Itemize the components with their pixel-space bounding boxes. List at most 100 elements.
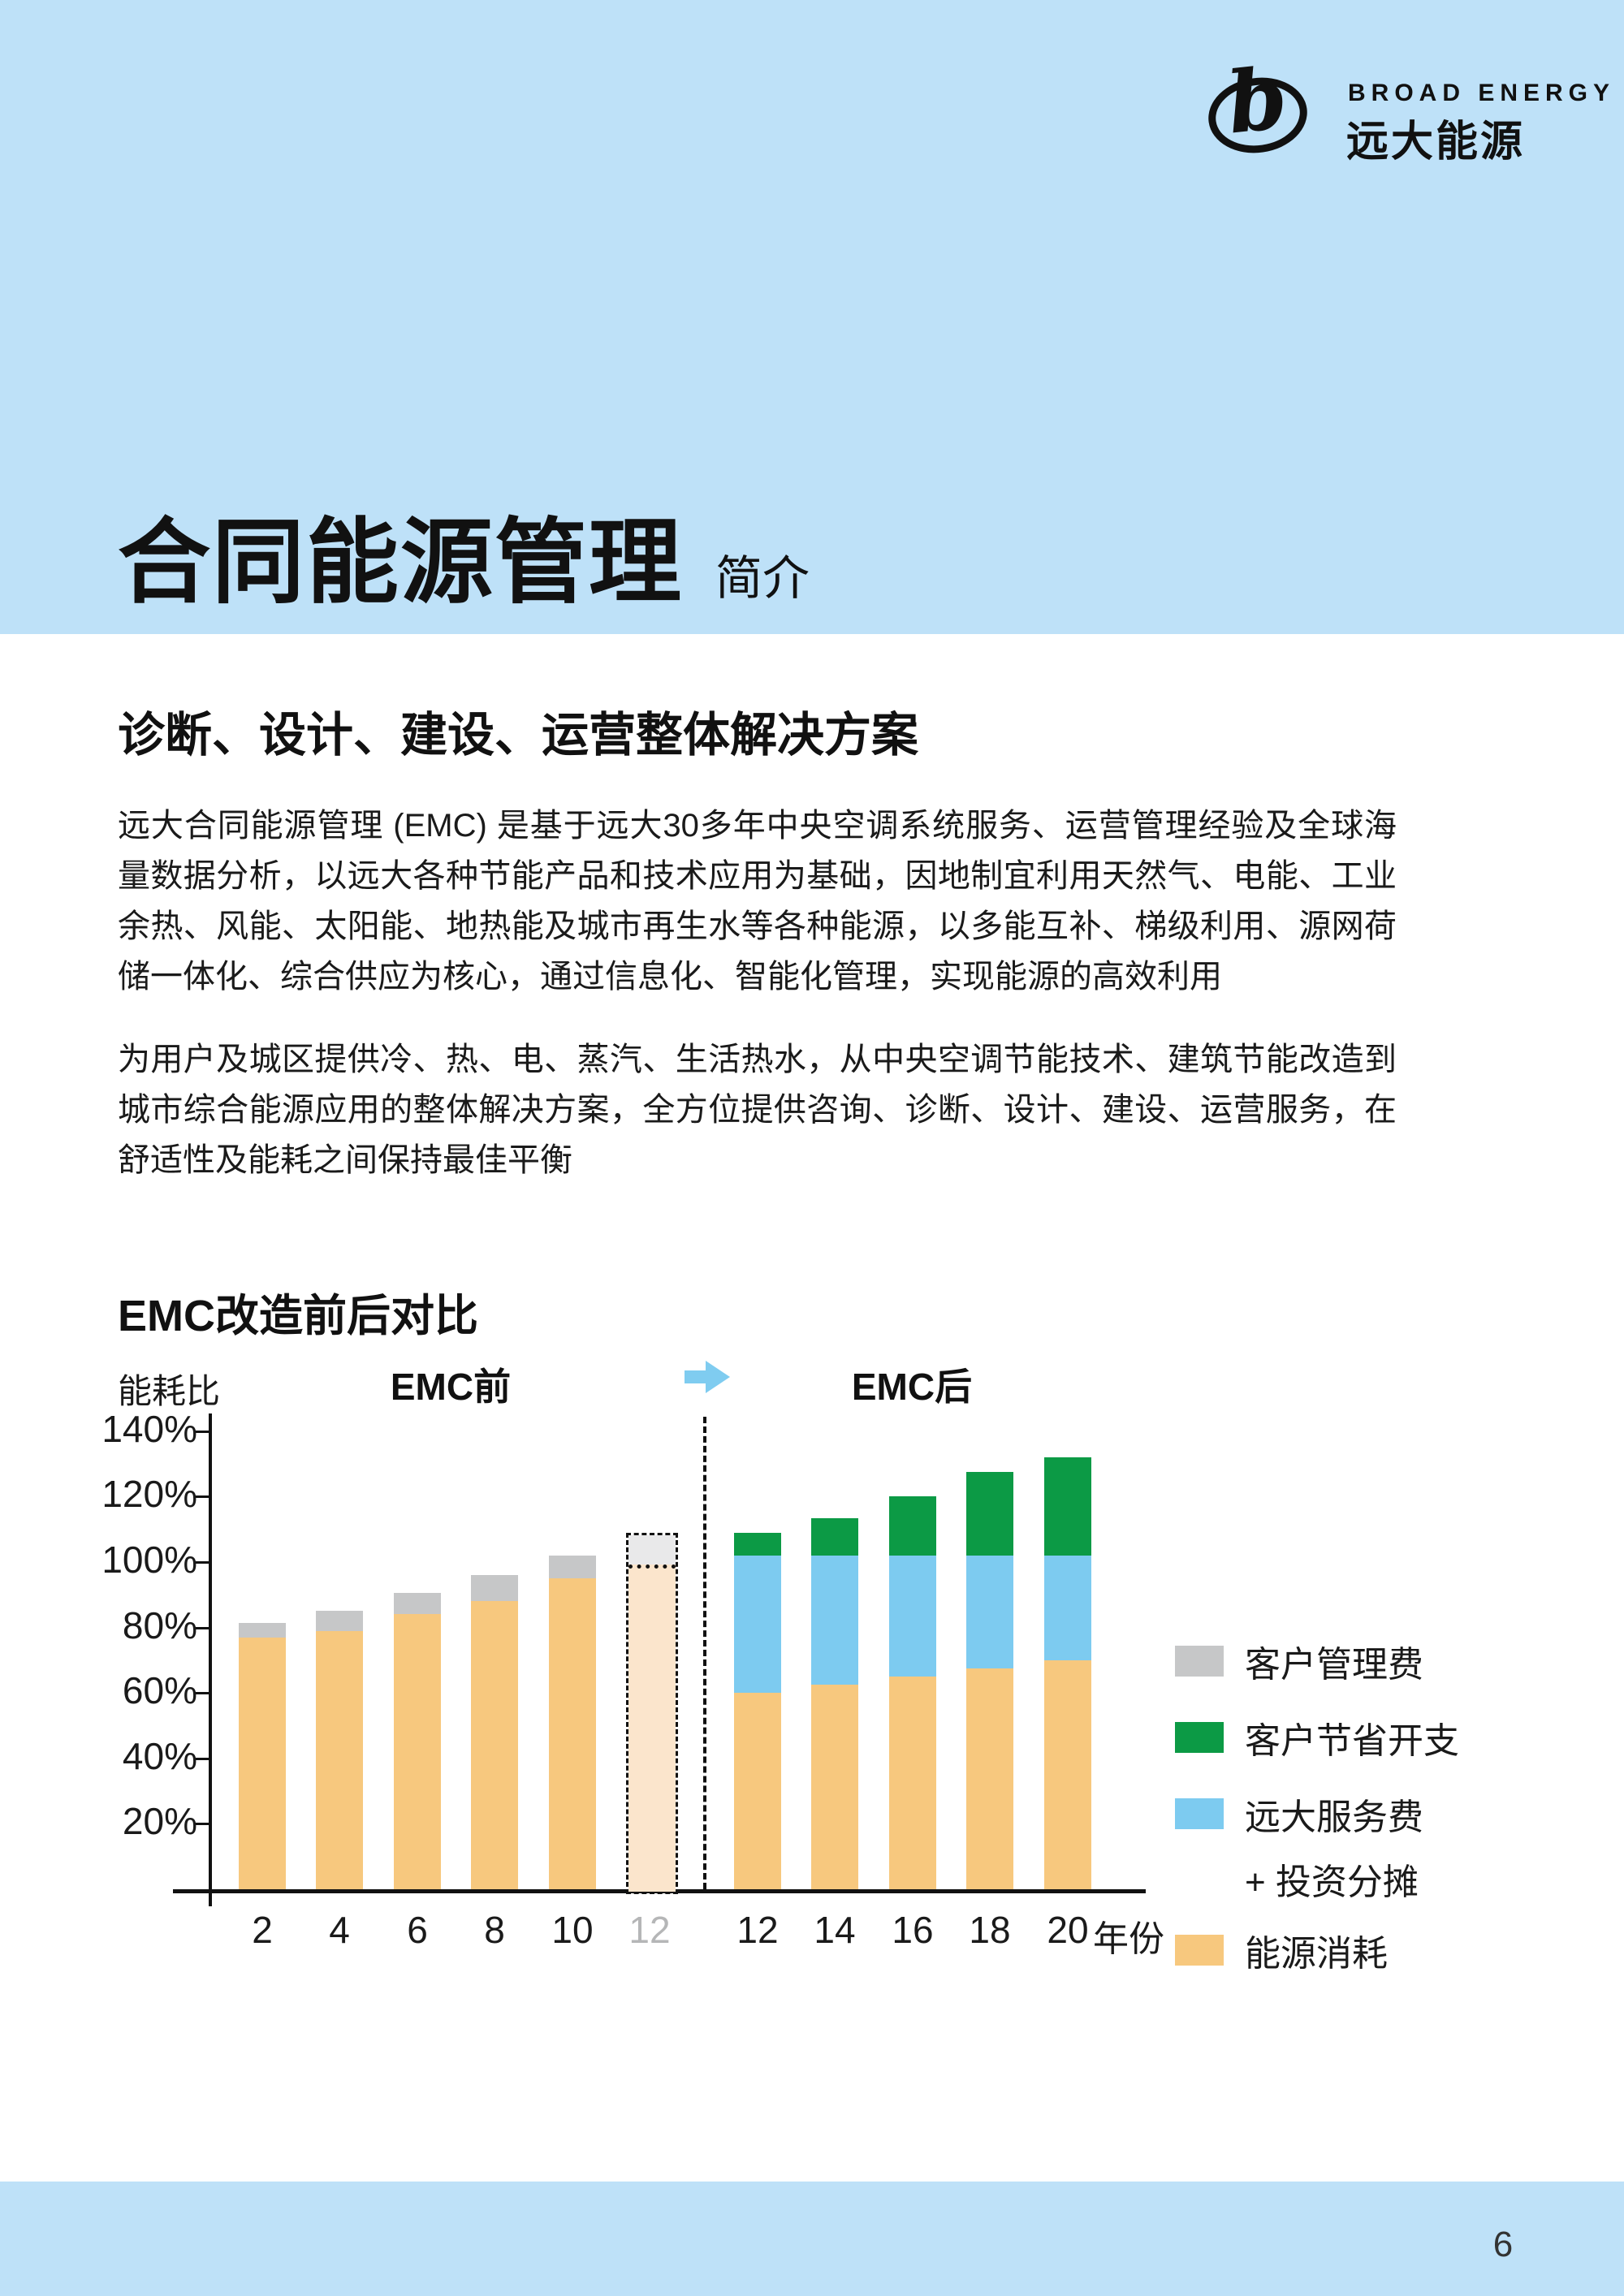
legend-swatch-energy [1175, 1935, 1224, 1966]
bar-segment-savings [734, 1532, 781, 1556]
x-axis-tick-label: 2 [252, 1909, 273, 1951]
x-axis-tick-label: 6 [407, 1909, 428, 1951]
bar-segment-mgmt [394, 1593, 441, 1615]
bar-EMC前-4 [316, 1611, 363, 1889]
x-axis-name: 年份 [1093, 1919, 1164, 1959]
legend-label: 能源消耗 [1245, 1934, 1388, 1974]
arrow-head [706, 1361, 730, 1393]
bar-segment-service [811, 1555, 858, 1685]
bar-segment-savings [811, 1517, 858, 1556]
bar-segment-energy [549, 1578, 596, 1889]
header-band [0, 0, 1624, 634]
bar-EMC后-18 [966, 1472, 1013, 1889]
x-axis-tick-label: 12 [628, 1909, 671, 1951]
legend-label: 客户节省开支 [1245, 1721, 1459, 1761]
legend-item-mgmt: 客户管理费 [1175, 1635, 1459, 1687]
bar-segment-energy [316, 1630, 363, 1889]
bar-EMC前-12 [626, 1532, 678, 1894]
y-axis-name: 能耗比 [118, 1372, 221, 1410]
legend-label: + 投资分摊 [1245, 1862, 1419, 1902]
legend-item-service-line2: + 投资分摊 [1245, 1853, 1459, 1905]
bar-segment-service [1044, 1555, 1091, 1660]
x-axis-tick-label: 14 [814, 1909, 856, 1951]
y-axis-tick-label: 120% [102, 1473, 197, 1516]
bar-segment-service [966, 1555, 1013, 1668]
legend-item-energy: 能源消耗 [1175, 1924, 1459, 1976]
paragraph-2: 为用户及城区提供冷、热、电、蒸汽、生活热水，从中央空调节能技术、建筑节能改造到城… [118, 1042, 1397, 1178]
brand-name-en: BROAD ENERGY [1348, 80, 1616, 106]
bar-segment-energy [239, 1637, 286, 1889]
bar-segment-mgmt [549, 1555, 596, 1579]
y-axis-tick [196, 1757, 209, 1760]
brand-name-cn: 远大能源 [1346, 119, 1526, 166]
x-axis-tick-label: 20 [1047, 1909, 1089, 1951]
y-axis-tick [196, 1626, 209, 1629]
bar-segment-energy [889, 1677, 936, 1889]
x-axis-tick-label: 18 [969, 1909, 1011, 1951]
arrow-tail [685, 1370, 707, 1383]
bar-segment-energy [734, 1693, 781, 1889]
bar-segment-energy [811, 1685, 858, 1889]
bar-EMC前-6 [394, 1593, 441, 1889]
legend-label: 客户管理费 [1245, 1645, 1423, 1685]
bar-segment-energy [966, 1668, 1013, 1889]
x-axis-tick-label: 16 [892, 1909, 934, 1951]
y-axis-tick-label: 20% [122, 1800, 197, 1843]
bar-EMC后-20 [1044, 1457, 1091, 1889]
legend-swatch-mgmt [1175, 1646, 1224, 1677]
bar-EMC后-14 [811, 1517, 858, 1889]
y-axis-tick-label: 100% [102, 1539, 197, 1581]
section-heading: 诊断、设计、建设、运营整体解决方案 [118, 709, 919, 762]
y-axis-tick [196, 1692, 209, 1695]
legend-item-service: 远大服务费 [1175, 1788, 1459, 1840]
page-title: 合同能源管理 [118, 511, 684, 615]
page-subtitle: 简介 [715, 552, 810, 605]
bar-segment-mgmt [628, 1534, 676, 1564]
y-axis-tick [196, 1561, 209, 1564]
bar-segment-service [889, 1555, 936, 1677]
bar-segment-service [734, 1555, 781, 1694]
bar-segment-energy [1044, 1659, 1091, 1889]
bar-segment-savings [1044, 1457, 1091, 1556]
bar-EMC前-2 [239, 1622, 286, 1889]
y-axis-tick [196, 1823, 209, 1826]
bar-EMC后-16 [889, 1496, 936, 1889]
y-axis-tick-label: 40% [122, 1734, 197, 1777]
title-row: 合同能源管理 简介 [118, 487, 810, 621]
bar-segment-mgmt [316, 1611, 363, 1631]
bar-segment-savings [889, 1496, 936, 1556]
page-number: 6 [1492, 2225, 1514, 2264]
y-axis-tick-label: 140% [102, 1407, 197, 1450]
bar-segment-savings [966, 1472, 1013, 1556]
y-axis-tick [196, 1430, 209, 1433]
y-axis-tick-label: 60% [122, 1669, 197, 1712]
x-axis-tick-label: 10 [551, 1909, 594, 1951]
bar-segment-energy [394, 1614, 441, 1889]
before-after-divider-line [703, 1417, 706, 1889]
bar-EMC后-12 [734, 1532, 781, 1889]
paragraph-1: 远大合同能源管理 (EMC) 是基于远大30多年中央空调系统服务、运营管理经验及… [118, 808, 1397, 995]
legend-item-savings: 客户节省开支 [1175, 1711, 1459, 1763]
legend-label: 远大服务费 [1245, 1798, 1423, 1837]
bar-segment-mgmt [471, 1575, 518, 1602]
footer-band [0, 2182, 1624, 2296]
y-axis-tick [196, 1495, 209, 1499]
bar-EMC前-8 [471, 1575, 518, 1889]
right-arrow-icon [685, 1361, 730, 1393]
bar-EMC前-10 [549, 1555, 596, 1889]
x-axis-tick-label: 8 [484, 1909, 505, 1951]
legend-swatch-savings [1175, 1722, 1224, 1753]
bar-segment-mgmt [239, 1622, 286, 1638]
group-label-after: EMC后 [851, 1366, 973, 1408]
y-axis-line [209, 1413, 212, 1906]
bar-segment-energy [628, 1564, 676, 1892]
chart-title: EMC改造前后对比 [118, 1292, 478, 1340]
x-axis-tick-label: 12 [736, 1909, 779, 1951]
legend-swatch-service [1175, 1798, 1224, 1829]
chart-legend: 客户管理费 客户节省开支 远大服务费 + 投资分摊 能源消耗 [1175, 1635, 1459, 2000]
logo-b-glyph: b [1222, 47, 1292, 153]
y-axis-tick-label: 80% [122, 1603, 197, 1646]
x-axis-tick-label: 4 [329, 1909, 350, 1951]
bar-segment-energy [471, 1601, 518, 1889]
